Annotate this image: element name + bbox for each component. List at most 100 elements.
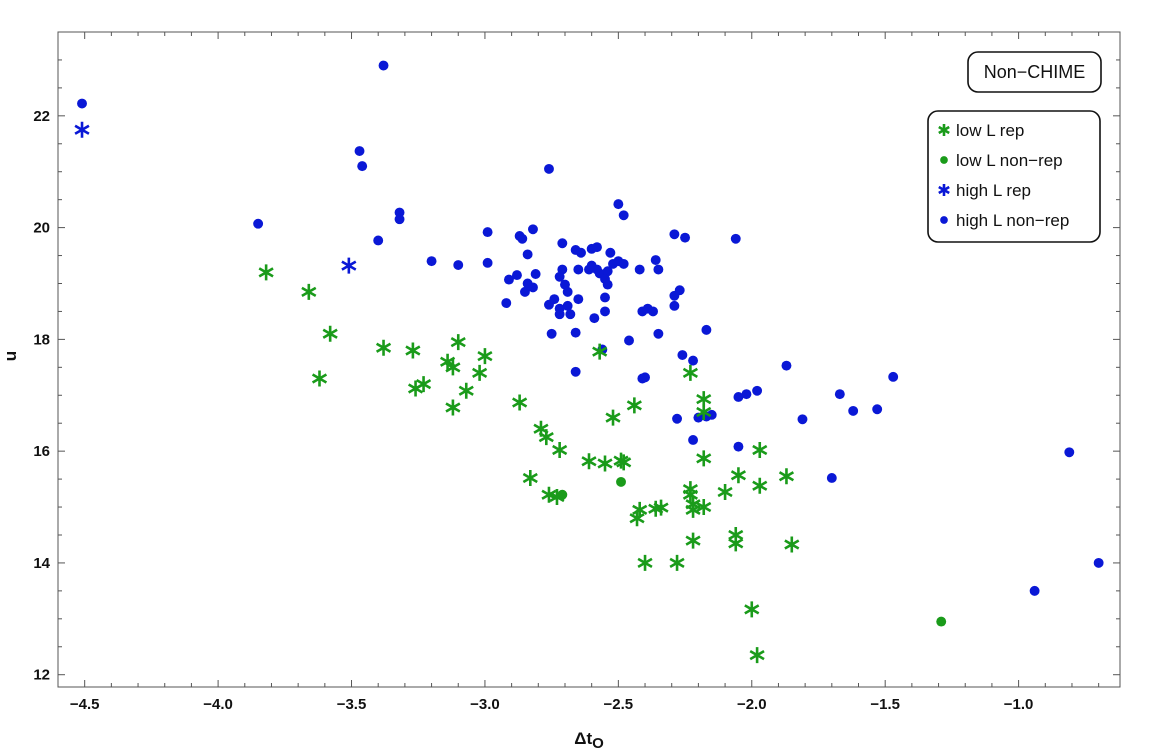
data-point-star bbox=[629, 510, 645, 527]
data-point-dot bbox=[426, 256, 437, 267]
data-point-dot bbox=[677, 350, 688, 360]
data-point-dot bbox=[573, 264, 584, 275]
data-point-dot bbox=[701, 324, 712, 335]
x-tick-label: −2.0 bbox=[737, 696, 767, 713]
data-point-star bbox=[581, 453, 597, 470]
y-tick-label: 12 bbox=[33, 667, 50, 684]
data-point-dot bbox=[600, 292, 610, 303]
legend-label: high L rep bbox=[956, 181, 1031, 200]
data-point-dot bbox=[706, 409, 717, 420]
data-point-star bbox=[626, 397, 642, 414]
legend-marker bbox=[938, 184, 950, 196]
legend-frame bbox=[927, 110, 1101, 243]
data-point-dot bbox=[669, 300, 680, 311]
data-point-dot bbox=[482, 227, 493, 238]
data-point-star bbox=[784, 536, 800, 553]
data-point-dot bbox=[733, 441, 744, 452]
y-tick-label: 22 bbox=[33, 108, 50, 125]
legend-label: high L non−rep bbox=[956, 211, 1069, 230]
data-point-dot bbox=[733, 391, 744, 402]
data-point-star bbox=[541, 486, 557, 503]
data-point-dot bbox=[781, 360, 792, 371]
data-point-dot bbox=[797, 414, 808, 425]
data-point-dot bbox=[618, 210, 629, 221]
data-point-dot bbox=[576, 247, 586, 258]
data-point-star bbox=[512, 394, 528, 411]
legend-marker bbox=[940, 216, 948, 224]
data-point-dot bbox=[520, 286, 530, 297]
data-point-dot bbox=[848, 405, 859, 416]
data-point-star bbox=[311, 370, 328, 387]
chart-title: Non−CHIME bbox=[984, 62, 1086, 82]
legend-label: low L rep bbox=[956, 121, 1024, 140]
x-tick-label: −3.5 bbox=[337, 696, 367, 713]
data-point-star bbox=[375, 339, 392, 356]
x-tick-label: −4.0 bbox=[203, 696, 233, 713]
data-point-star bbox=[696, 499, 712, 516]
data-point-star bbox=[258, 264, 274, 281]
data-point-star bbox=[749, 647, 765, 664]
data-point-dot bbox=[688, 355, 699, 366]
data-point-dot bbox=[600, 306, 610, 317]
data-point-star bbox=[605, 409, 621, 426]
legend-label: low L non−rep bbox=[956, 151, 1063, 170]
data-point-star bbox=[752, 442, 768, 459]
data-point-star bbox=[637, 554, 653, 571]
data-point-dot bbox=[557, 489, 568, 500]
x-tick-label: −3.0 bbox=[470, 696, 500, 713]
data-point-star bbox=[74, 121, 90, 138]
data-point-dot bbox=[653, 264, 664, 275]
data-point-dot bbox=[482, 257, 493, 268]
legend-marker bbox=[938, 124, 950, 136]
data-point-dot bbox=[613, 199, 624, 210]
data-point-dot bbox=[528, 282, 538, 293]
data-point-dot bbox=[570, 327, 581, 338]
y-tick-label: 16 bbox=[33, 443, 50, 460]
data-point-dot bbox=[544, 163, 554, 174]
plot-frame bbox=[57, 31, 1121, 688]
data-point-dot bbox=[378, 60, 389, 71]
data-point-star bbox=[632, 501, 648, 518]
data-point-star bbox=[696, 450, 712, 467]
data-point-dot bbox=[616, 476, 626, 487]
data-point-dot bbox=[549, 294, 560, 305]
data-point-dot bbox=[253, 218, 264, 229]
data-point-star bbox=[778, 468, 795, 485]
data-point-dot bbox=[826, 473, 837, 483]
data-point-star bbox=[450, 334, 466, 351]
data-point-star bbox=[445, 399, 461, 416]
data-point-dot bbox=[557, 238, 568, 249]
data-point-dot bbox=[602, 266, 613, 277]
data-point-star bbox=[597, 455, 613, 472]
legend-marker bbox=[940, 156, 948, 164]
data-point-dot bbox=[517, 233, 528, 244]
data-point-dot bbox=[624, 335, 634, 346]
title-box: Non−CHIME bbox=[967, 51, 1102, 93]
axis-tick-labels: −4.5 −4.0 −3.5 −3.0 −2.5 −2.0 −1.5 −1.0 12 14 16 18… bbox=[33, 108, 1033, 713]
data-point-dot bbox=[512, 270, 522, 281]
data-point-star bbox=[669, 554, 685, 571]
y-axis-label: u bbox=[1, 351, 20, 361]
data-point-star bbox=[696, 404, 712, 421]
data-point-dot bbox=[672, 413, 683, 424]
data-point-star bbox=[653, 499, 669, 516]
data-point-star bbox=[341, 257, 357, 274]
data-point-dot bbox=[834, 389, 845, 400]
data-point-dot bbox=[1093, 557, 1104, 568]
x-tick-label: −2.5 bbox=[604, 696, 634, 713]
data-point-star bbox=[682, 486, 698, 503]
data-point-dot bbox=[565, 309, 576, 320]
data-point-dot bbox=[522, 249, 533, 260]
data-point-dot bbox=[357, 161, 368, 172]
x-tick-label: −4.5 bbox=[70, 696, 100, 713]
data-point-dot bbox=[592, 242, 602, 253]
title-box-frame bbox=[967, 51, 1102, 93]
data-point-star bbox=[685, 501, 701, 518]
data-points bbox=[74, 60, 1104, 664]
data-point-star bbox=[592, 343, 608, 360]
data-point-dot bbox=[936, 616, 947, 627]
data-point-dot bbox=[741, 389, 752, 400]
data-point-dot bbox=[669, 229, 680, 240]
data-point-dot bbox=[680, 232, 691, 243]
data-point-star bbox=[472, 364, 488, 381]
